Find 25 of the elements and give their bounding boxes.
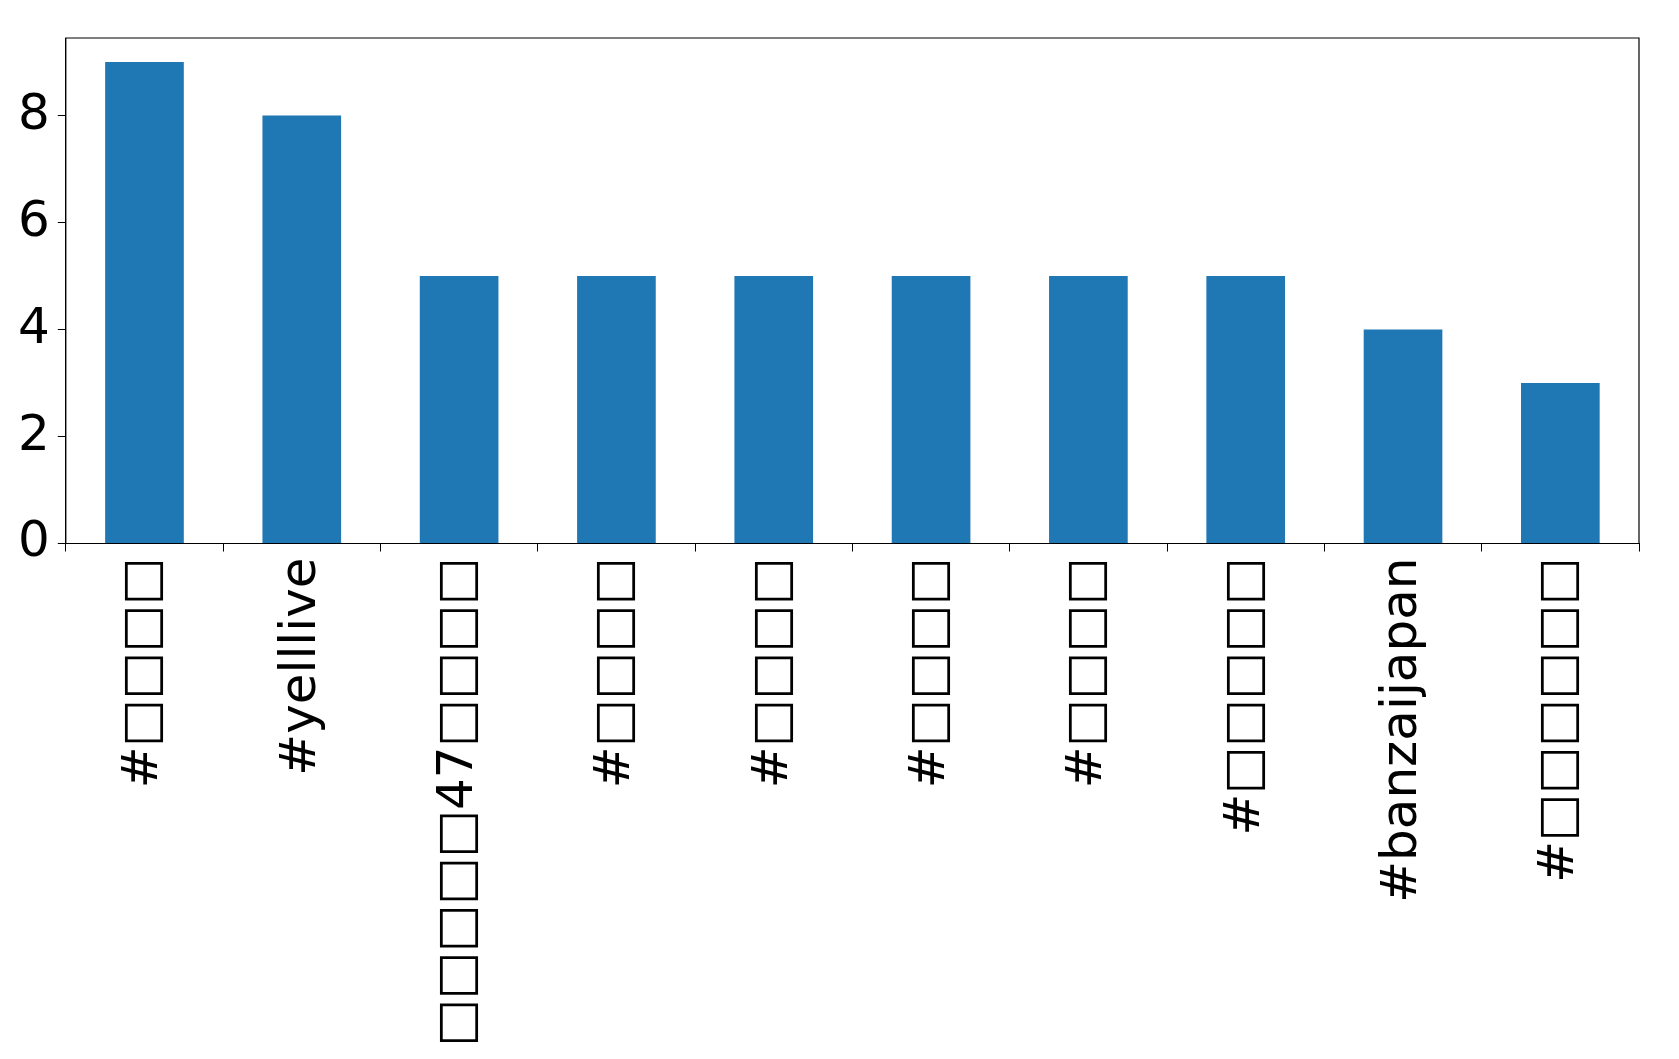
x-tick-label: #□□□□□: [1212, 557, 1271, 836]
bar: [419, 276, 499, 543]
bar: [1363, 329, 1443, 543]
x-tick-label: #□□□□: [583, 557, 642, 789]
x-tick-label: #□□□□: [898, 557, 957, 789]
bar: [1206, 276, 1286, 543]
y-tick-label: 6: [18, 189, 50, 248]
bar: [577, 276, 656, 543]
bar: [734, 276, 814, 543]
y-tick-label: 8: [18, 82, 50, 141]
y-tick-label: 0: [18, 510, 50, 569]
x-tick-label: #□□□□: [111, 557, 170, 789]
y-tick-label: 4: [18, 296, 50, 355]
x-tick-label: #□□□□□□: [1527, 557, 1586, 883]
x-tick-label: □□□□□47□□□□: [426, 557, 485, 1047]
x-tick-label: #□□□□: [740, 557, 799, 789]
x-tick-label: #banzaijapan: [1370, 557, 1429, 903]
bar: [1521, 383, 1600, 543]
bar: [105, 62, 184, 543]
bar: [1049, 276, 1128, 543]
y-tick-label: 2: [18, 403, 50, 462]
x-tick-label: #yelllive: [268, 557, 327, 776]
bar: [891, 276, 971, 543]
x-tick-label: #□□□□: [1055, 557, 1114, 789]
bar: [262, 115, 342, 543]
